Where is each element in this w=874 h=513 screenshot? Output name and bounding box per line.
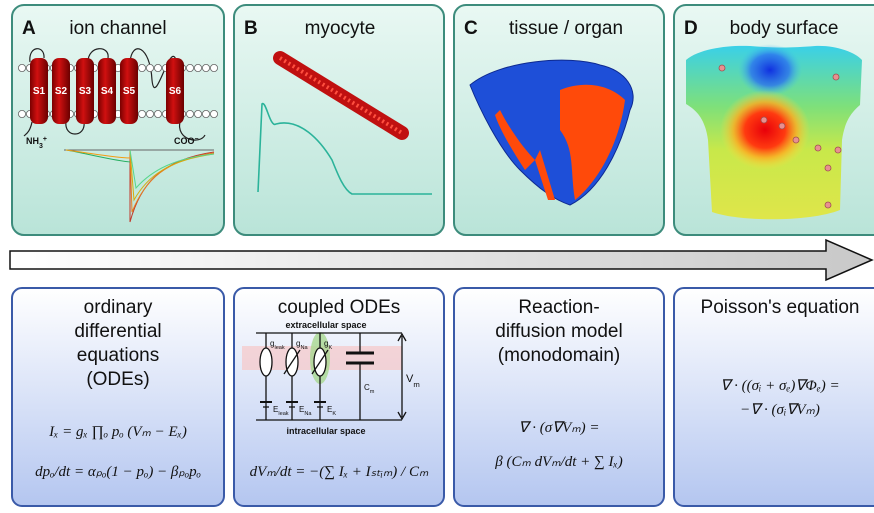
equation: dpₒ/dt = αₚₒ(1 − pₒ) − βₚₒpₒ <box>35 464 201 480</box>
lipid-head <box>186 64 193 71</box>
electrode <box>779 123 785 129</box>
resistor <box>260 348 272 376</box>
segment-label: S6 <box>169 86 182 97</box>
model-title: diffusion model <box>495 321 622 342</box>
panel-letter: B <box>244 18 258 39</box>
torso-drawing <box>686 44 862 219</box>
electrode <box>719 65 725 71</box>
panel-title: tissue / organ <box>509 18 623 39</box>
electrode <box>833 74 839 80</box>
panel-box <box>234 5 444 235</box>
label-sub: K <box>332 411 336 417</box>
segment-label: S3 <box>79 86 92 97</box>
lipid-head <box>194 110 201 117</box>
electrode <box>825 202 831 208</box>
lipid-head <box>210 110 217 117</box>
circuit-region: extracellular space <box>285 320 366 330</box>
model-title: equations <box>77 345 159 366</box>
positive-potential <box>720 90 810 170</box>
label-sub: Na <box>300 345 308 351</box>
label-sub: K <box>328 345 332 351</box>
label-sub: m <box>370 389 375 395</box>
panel-title: body surface <box>730 18 839 39</box>
panel-letter: C <box>464 18 478 39</box>
segment-label: S1 <box>33 86 46 97</box>
label-sub: leak <box>274 345 284 351</box>
label-sub: Na <box>304 411 312 417</box>
scale-arrow <box>10 240 872 280</box>
lipid-head <box>194 64 201 71</box>
negative-potential <box>738 44 802 96</box>
panel-title: myocyte <box>305 18 376 39</box>
equation: β (Cₘ dVₘ/dt + ∑ Iₓ) <box>494 454 622 470</box>
segment-label: S5 <box>123 86 136 97</box>
lipid-head <box>18 110 25 117</box>
segment-label: S2 <box>55 86 68 97</box>
equation: ∇ · ((σᵢ + σₑ)∇Φₑ) = <box>720 378 839 394</box>
model-box <box>674 288 874 506</box>
electrode <box>825 165 831 171</box>
lipid-head <box>146 64 153 71</box>
lipid-head <box>146 110 153 117</box>
electrode <box>815 145 821 151</box>
panel-letter: A <box>22 18 36 39</box>
model-title: Poisson's equation <box>701 297 860 318</box>
model-title: (ODEs) <box>86 369 149 390</box>
equation: −∇ · (σᵢ∇Vₘ) <box>740 402 820 418</box>
lipid-head <box>186 110 193 117</box>
equation: dVₘ/dt = −(∑ Iₓ + Iₛₜᵢₘ) / Cₘ <box>250 464 429 480</box>
lipid-head <box>202 64 209 71</box>
panel-title: ion channel <box>69 18 166 39</box>
model-title: ordinary <box>84 297 153 318</box>
model-title: coupled ODEs <box>278 297 401 318</box>
lipid-head <box>210 64 217 71</box>
segment-label: S4 <box>101 86 114 97</box>
equation: ∇ · (σ∇Vₘ) = <box>518 420 599 436</box>
label-sub: leak <box>278 411 288 417</box>
lipid-head <box>154 64 161 71</box>
model-title: differential <box>74 321 161 342</box>
lipid-head <box>138 64 145 71</box>
lipid-head <box>138 110 145 117</box>
electrode <box>793 137 799 143</box>
electrode <box>761 117 767 123</box>
label-sub: m <box>413 380 419 389</box>
model-title: Reaction- <box>518 297 599 318</box>
lipid-head <box>154 110 161 117</box>
lipid-head <box>18 64 25 71</box>
model-title: (monodomain) <box>498 345 621 366</box>
electrode <box>835 147 841 153</box>
figure: A ion channel B myocyte C tissue / organ… <box>0 0 874 508</box>
panel-letter: D <box>684 18 698 39</box>
circuit-region: intracellular space <box>286 426 365 436</box>
lipid-head <box>202 110 209 117</box>
equation: Iₓ = gₓ ∏ₒ pₒ (Vₘ − Eₓ) <box>48 424 187 440</box>
